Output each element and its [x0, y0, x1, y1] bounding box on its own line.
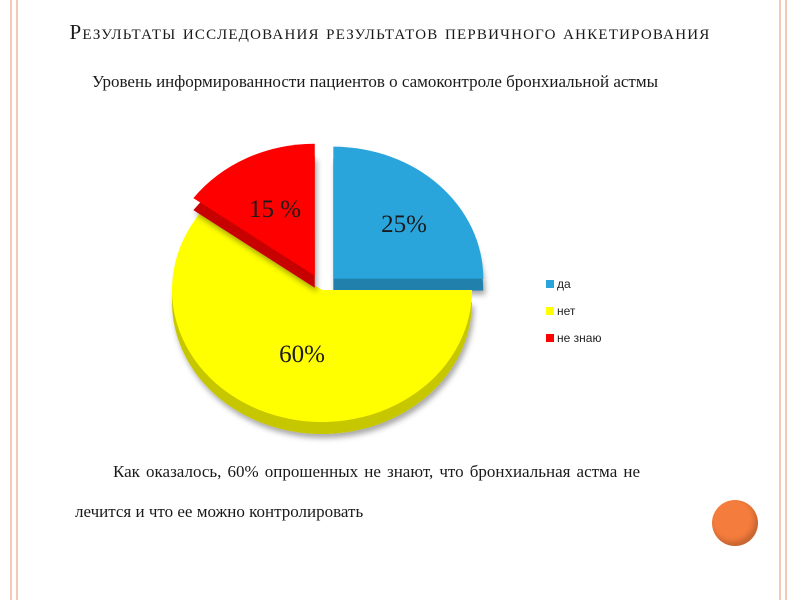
data-label-да: 25%	[381, 211, 427, 238]
next-slide-button[interactable]	[712, 500, 758, 546]
data-label-нет: 60%	[279, 341, 325, 368]
right-rule-inner	[779, 0, 781, 600]
left-rule-inner	[16, 0, 18, 600]
legend-item-не-знаю: не знаю	[546, 324, 601, 351]
legend-label: нет	[557, 303, 576, 318]
chart-legend: да нет не знаю	[546, 270, 601, 351]
legend-item-да: да	[546, 270, 601, 297]
legend-label: да	[557, 276, 571, 291]
pie-slice-не-знаю	[193, 143, 315, 276]
data-label-не-знаю: 15 %	[249, 196, 301, 223]
legend-swatch	[546, 333, 554, 342]
left-rule-outer	[10, 0, 12, 600]
slide-title: Результаты исследования результатов перв…	[69, 20, 711, 44]
legend-swatch	[546, 279, 554, 288]
slide-subtitle: Уровень информированности пациентов о са…	[91, 72, 659, 91]
legend-label: не знаю	[557, 330, 602, 345]
legend-swatch	[546, 306, 554, 315]
right-rule-outer	[785, 0, 787, 600]
pie-slice-нет	[172, 212, 472, 422]
legend-item-нет: нет	[546, 297, 601, 324]
body-text: Как оказалось, 60% опрошенных не знают, …	[75, 462, 640, 521]
pie-slice-да	[333, 146, 484, 279]
